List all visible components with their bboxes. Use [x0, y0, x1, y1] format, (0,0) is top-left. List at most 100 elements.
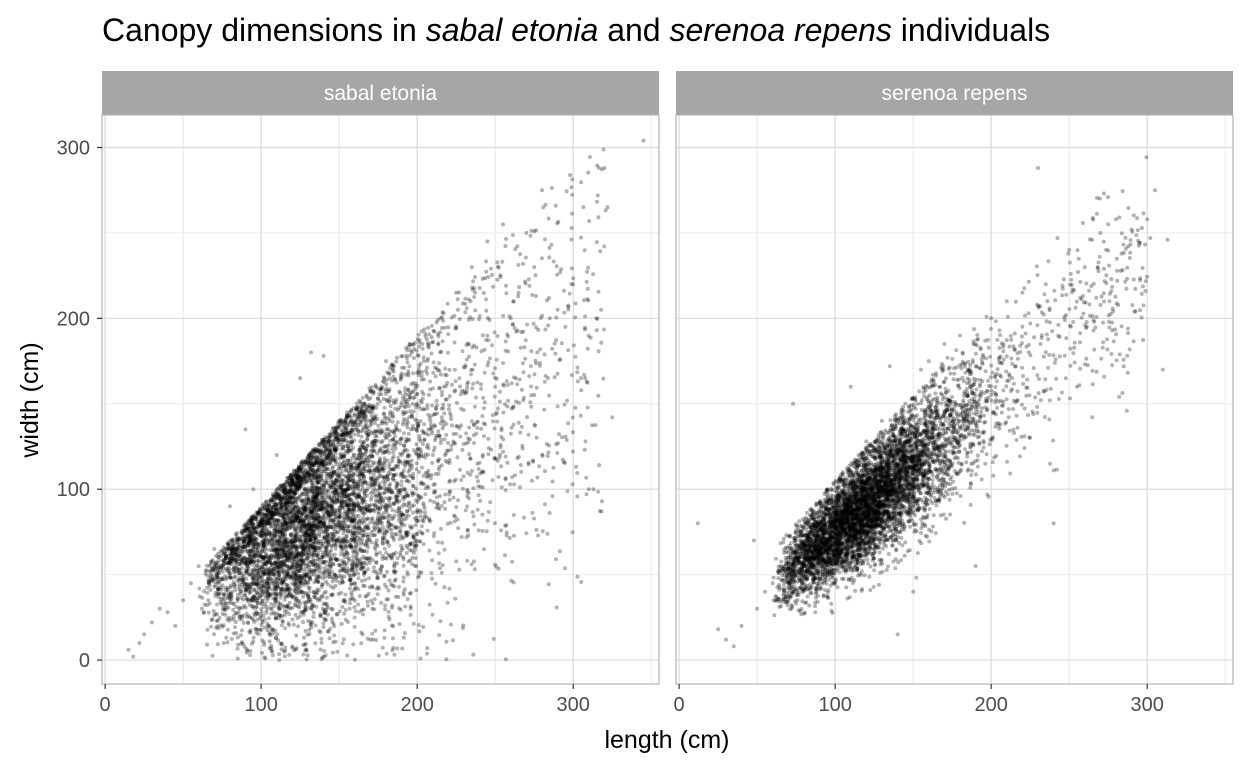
data-point: [341, 540, 346, 545]
data-point: [234, 540, 239, 545]
data-point: [516, 454, 521, 459]
data-point: [244, 526, 249, 531]
data-point: [436, 334, 441, 339]
data-point: [347, 507, 352, 512]
data-point: [323, 601, 327, 606]
data-point: [282, 577, 287, 582]
data-point: [534, 527, 539, 532]
data-point: [433, 374, 438, 379]
data-point: [545, 298, 549, 303]
data-point: [324, 618, 329, 622]
data-point: [357, 453, 362, 458]
data-point: [397, 489, 402, 494]
data-point: [419, 524, 424, 529]
data-point: [466, 440, 471, 445]
data-point: [349, 593, 354, 597]
data-point: [312, 536, 317, 541]
data-point: [318, 612, 323, 617]
data-point: [285, 554, 289, 559]
data-point: [545, 454, 550, 459]
data-point: [239, 595, 244, 600]
data-point: [235, 578, 240, 583]
data-point: [380, 645, 385, 650]
data-point: [330, 650, 335, 655]
data-point: [493, 366, 497, 371]
data-point: [288, 606, 293, 611]
data-point: [414, 467, 419, 472]
data-point: [336, 483, 341, 488]
data-point: [334, 462, 339, 467]
data-point: [197, 594, 202, 599]
data-point: [327, 446, 331, 451]
data-point: [262, 604, 267, 609]
data-point: [289, 593, 294, 598]
data-point: [588, 335, 593, 340]
data-point: [255, 578, 260, 583]
data-point: [353, 548, 358, 553]
data-point: [437, 633, 442, 638]
data-point: [284, 479, 289, 484]
data-point: [480, 276, 485, 281]
data-point: [356, 571, 361, 576]
data-point: [307, 575, 312, 580]
data-point: [244, 570, 249, 575]
data-point: [498, 389, 502, 394]
data-point: [596, 393, 601, 398]
data-point: [331, 453, 336, 458]
data-point: [514, 376, 518, 381]
data-point: [205, 585, 210, 590]
data-point: [434, 505, 439, 510]
data-point: [372, 521, 377, 526]
data-point: [312, 595, 317, 599]
data-point: [447, 586, 452, 591]
data-point: [490, 478, 495, 483]
data-point: [275, 487, 280, 492]
data-point: [388, 482, 393, 486]
data-point: [438, 372, 443, 377]
data-point: [391, 645, 396, 650]
data-point: [465, 504, 470, 509]
data-point: [484, 269, 489, 274]
data-point: [375, 592, 380, 597]
data-point: [279, 641, 284, 646]
data-point: [569, 266, 574, 271]
data-point: [442, 585, 447, 590]
data-point: [582, 447, 587, 452]
data-point: [379, 384, 384, 389]
data-point: [579, 180, 584, 185]
data-point: [274, 559, 279, 564]
data-point: [566, 304, 571, 309]
data-point: [423, 492, 428, 497]
data-point: [275, 487, 280, 492]
data-point: [345, 620, 350, 624]
data-point: [472, 286, 477, 291]
data-point: [235, 646, 240, 651]
data-point: [533, 423, 538, 428]
data-point: [282, 654, 287, 659]
data-point: [540, 452, 545, 457]
data-point: [210, 617, 215, 622]
data-point: [330, 531, 335, 536]
data-point: [248, 615, 253, 620]
data-point: [279, 496, 284, 501]
data-point: [350, 533, 355, 538]
data-point: [496, 406, 500, 411]
data-point: [251, 635, 256, 640]
data-point: [376, 653, 381, 658]
data-point: [387, 429, 392, 434]
data-point: [411, 371, 415, 376]
data-point: [327, 636, 332, 641]
data-point: [505, 383, 510, 387]
data-point: [214, 618, 219, 623]
data-point: [487, 356, 492, 361]
data-point: [310, 447, 315, 452]
data-point: [357, 609, 362, 614]
data-point: [322, 534, 327, 539]
data-point: [591, 487, 596, 492]
data-point: [279, 623, 284, 628]
data-point: [275, 522, 280, 527]
data-point: [268, 606, 273, 611]
data-point: [384, 382, 389, 387]
data-point: [493, 375, 497, 380]
